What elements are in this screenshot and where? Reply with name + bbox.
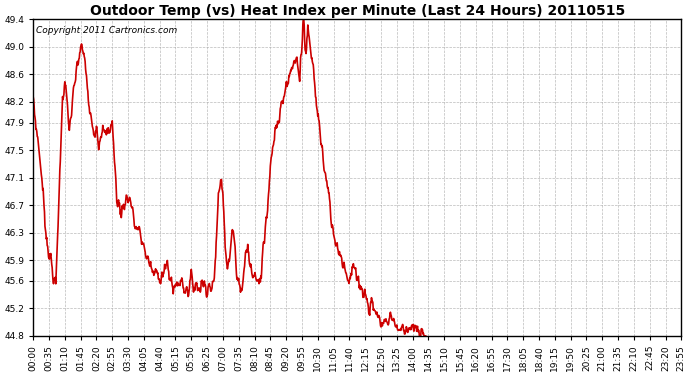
Text: Copyright 2011 Cartronics.com: Copyright 2011 Cartronics.com (37, 26, 178, 34)
Title: Outdoor Temp (vs) Heat Index per Minute (Last 24 Hours) 20110515: Outdoor Temp (vs) Heat Index per Minute … (90, 4, 625, 18)
